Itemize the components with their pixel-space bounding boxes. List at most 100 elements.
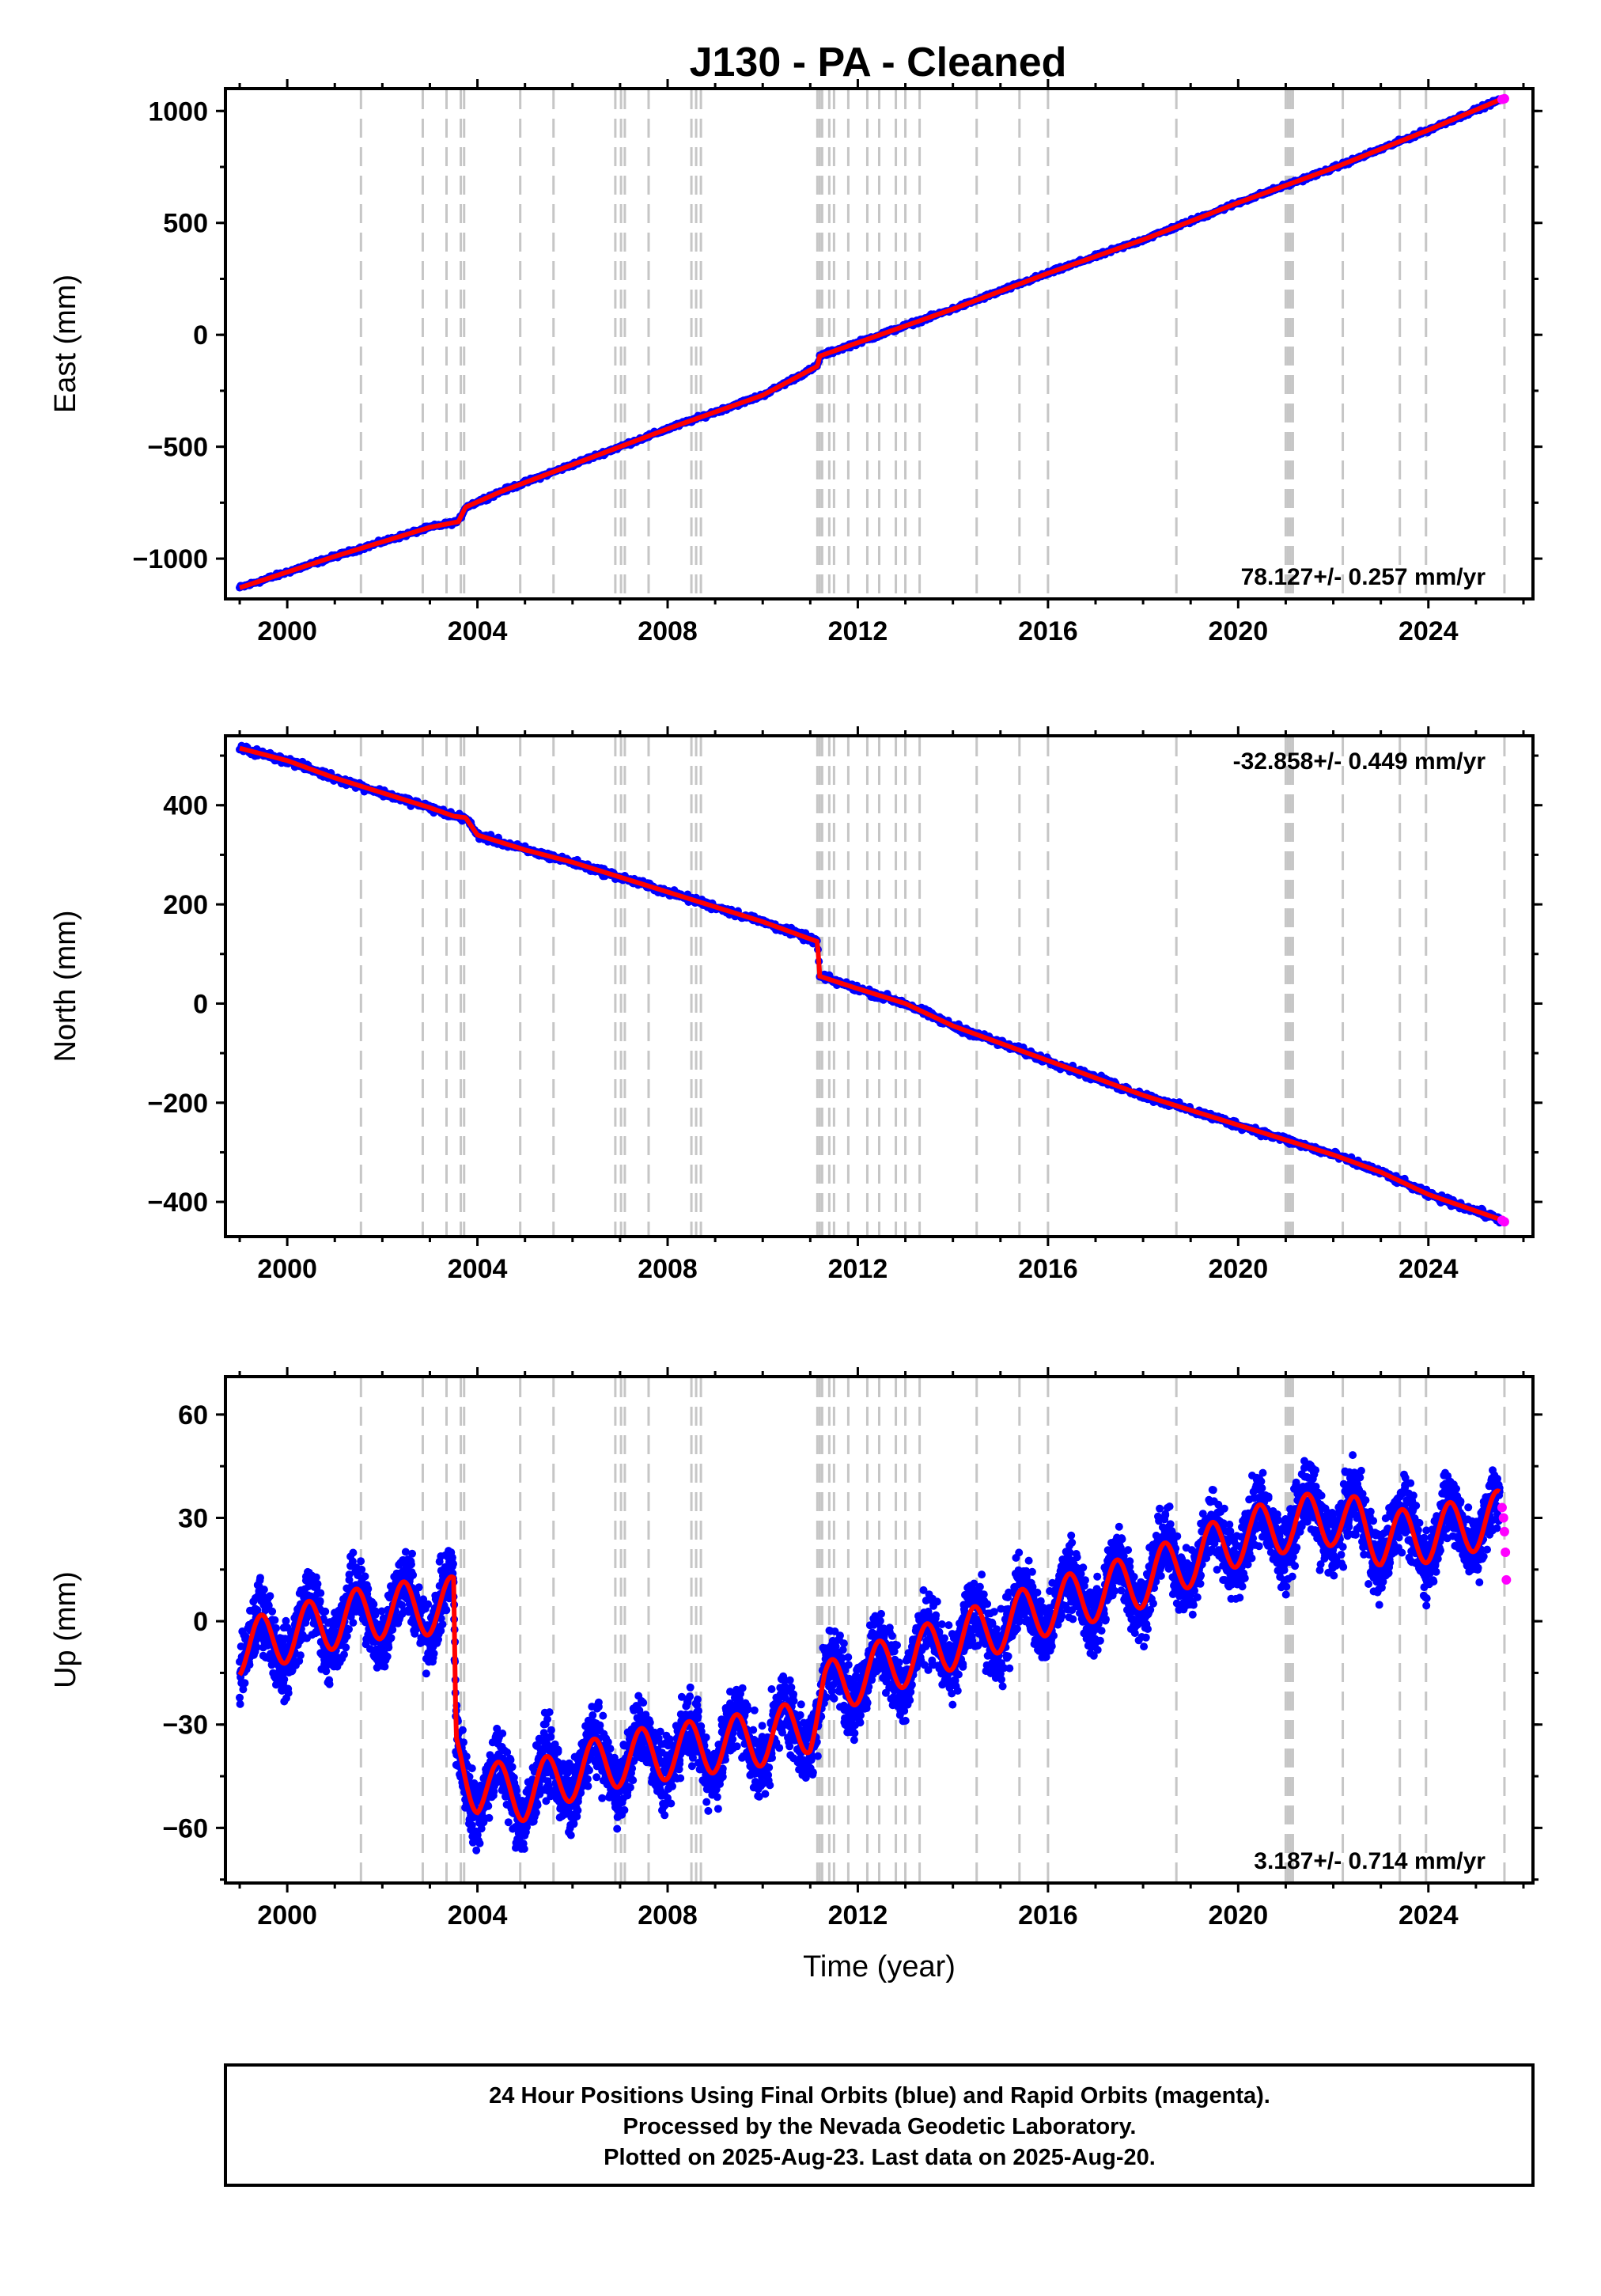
data-point — [322, 1667, 331, 1676]
data-point — [266, 1592, 274, 1601]
rapid-orbit-point — [1499, 93, 1509, 104]
data-point — [361, 1572, 369, 1581]
data-point — [460, 1738, 467, 1747]
velocity-label: -32.858+/- 0.449 mm/yr — [1233, 748, 1486, 775]
data-point — [424, 1600, 433, 1608]
data-point — [372, 1607, 380, 1616]
data-point — [409, 1570, 418, 1579]
data-point — [613, 1824, 622, 1833]
model-line — [239, 745, 1501, 1222]
x-tick-label: 2008 — [638, 616, 698, 646]
data-point — [345, 1570, 354, 1579]
data-point — [547, 1733, 555, 1741]
data-point — [629, 1776, 638, 1785]
data-point — [296, 1651, 305, 1660]
panel-frame — [224, 734, 1535, 1238]
data-point — [484, 1802, 493, 1810]
data-layer — [236, 741, 1509, 1227]
data-point — [626, 1783, 634, 1792]
data-point — [592, 1773, 601, 1782]
chart-title: J130 - PA - Cleaned — [690, 40, 1067, 85]
panel-frame — [224, 87, 1535, 601]
data-point — [282, 1616, 290, 1625]
x-tick-label: 2012 — [828, 1254, 888, 1284]
data-point — [343, 1632, 351, 1640]
data-point — [422, 1669, 430, 1678]
data-point — [475, 1839, 484, 1847]
data-point — [513, 1786, 520, 1794]
data-point — [599, 1711, 607, 1720]
data-point — [383, 1652, 392, 1661]
data-point — [503, 1748, 512, 1756]
data-point — [506, 1756, 515, 1764]
data-point — [239, 1685, 248, 1694]
y-tick-label: 200 — [163, 890, 208, 920]
y-tick-label: −400 — [147, 1188, 208, 1218]
data-point — [554, 1745, 562, 1754]
data-point — [377, 1607, 386, 1616]
data-point — [437, 1627, 445, 1635]
data-point — [467, 1764, 476, 1773]
x-tick-label: 2012 — [828, 616, 888, 646]
data-point — [566, 1831, 575, 1839]
data-point — [387, 1634, 396, 1642]
data-point — [508, 1763, 517, 1771]
y-axis-label: East (mm) — [49, 275, 82, 413]
data-point — [533, 1801, 542, 1809]
data-point — [542, 1797, 551, 1805]
data-point — [547, 1726, 555, 1734]
x-tick-label: 2020 — [1209, 616, 1269, 646]
data-point — [364, 1585, 373, 1593]
data-point — [520, 1844, 528, 1853]
data-point — [401, 1548, 410, 1556]
data-point — [598, 1794, 607, 1802]
data-point — [245, 1661, 254, 1669]
data-point — [437, 1614, 445, 1623]
data-point — [606, 1745, 615, 1753]
y-tick-label: −200 — [147, 1089, 208, 1119]
y-tick-label: 400 — [163, 791, 208, 821]
data-point — [236, 1699, 244, 1708]
x-tick-label: 2020 — [1209, 1254, 1269, 1284]
data-point — [472, 1846, 481, 1855]
final-orbit-points — [236, 95, 1504, 592]
data-point — [316, 1589, 325, 1597]
data-point — [358, 1565, 366, 1574]
data-layer — [236, 1451, 1512, 1855]
data-point — [639, 1699, 648, 1707]
data-point — [458, 1726, 467, 1734]
y-tick-label: 500 — [163, 209, 208, 239]
data-point — [342, 1643, 350, 1652]
data-point — [380, 1662, 389, 1671]
data-point — [493, 1724, 501, 1733]
x-tick-label: 2004 — [448, 616, 508, 646]
final-orbit-points — [236, 1451, 1504, 1855]
data-point — [477, 1824, 486, 1833]
data-layer — [236, 93, 1509, 592]
data-point — [583, 1775, 592, 1783]
data-point — [312, 1573, 320, 1582]
x-tick-label: 2024 — [1399, 1254, 1459, 1284]
data-point — [271, 1616, 279, 1624]
data-point — [345, 1625, 353, 1634]
data-point — [545, 1708, 554, 1717]
x-tick-label: 2000 — [257, 1254, 317, 1284]
panel-east: 2000 2004 2008 2012 2016 2020 2024−1000−500050… — [49, 79, 1542, 646]
data-point — [252, 1643, 261, 1652]
data-point — [340, 1650, 348, 1659]
data-point — [660, 1811, 669, 1820]
data-point — [268, 1607, 277, 1616]
data-point — [321, 1607, 330, 1616]
data-point — [584, 1782, 592, 1790]
x-tick-label: 2016 — [1018, 616, 1078, 646]
data-point — [430, 1649, 438, 1658]
data-point — [259, 1586, 268, 1594]
data-point — [573, 1806, 582, 1815]
data-point — [325, 1680, 334, 1688]
final-orbit-points — [236, 741, 1504, 1227]
data-point — [313, 1580, 322, 1588]
data-point — [449, 1559, 457, 1568]
data-point — [448, 1553, 456, 1562]
